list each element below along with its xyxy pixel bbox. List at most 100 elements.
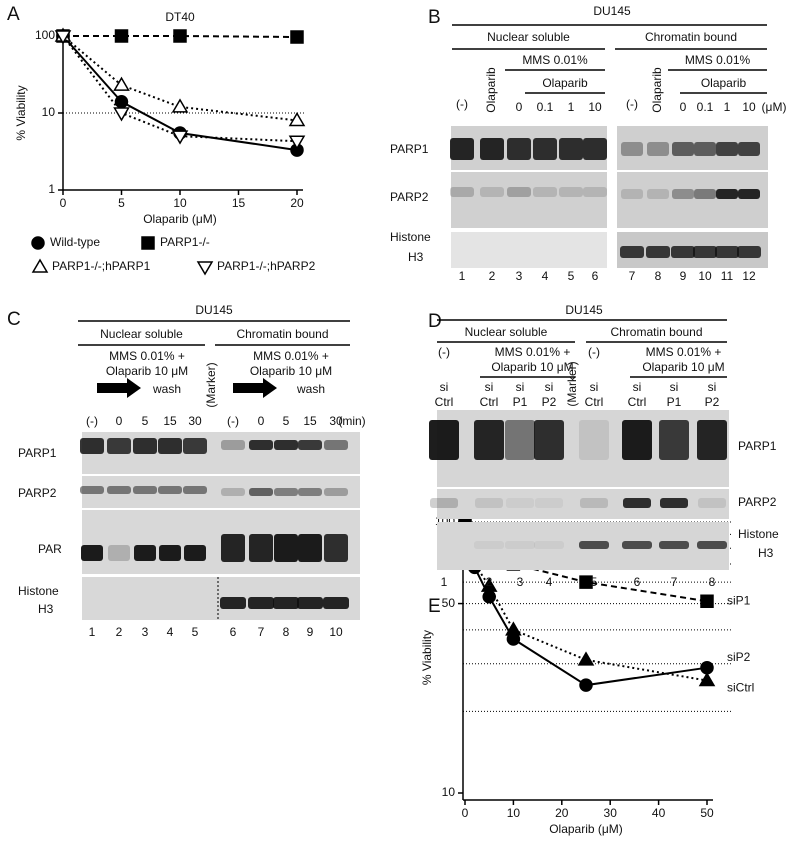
band xyxy=(533,138,557,160)
y-tick-label: 50 xyxy=(442,596,456,610)
lane-header: 1 xyxy=(568,100,575,114)
band xyxy=(694,189,716,199)
lane-header: Ctrl xyxy=(435,395,454,409)
lane-number: 8 xyxy=(709,575,716,589)
band xyxy=(81,545,103,561)
lane-number: 3 xyxy=(517,575,524,589)
panel-label: B xyxy=(428,7,441,28)
marker xyxy=(288,111,306,127)
legend-label: Wild-type xyxy=(50,235,100,249)
lane-header: 5 xyxy=(283,414,290,428)
band xyxy=(107,486,131,494)
treatment-label: Olaparib 10 μM xyxy=(250,364,332,378)
panel-label: C xyxy=(7,309,21,330)
y-tick-label: 1 xyxy=(48,182,55,196)
band xyxy=(672,142,694,156)
band xyxy=(715,246,739,258)
marker xyxy=(480,577,498,592)
lane-header: 0.1 xyxy=(537,100,554,114)
band xyxy=(507,138,531,160)
row-label: PARP2 xyxy=(18,486,57,500)
band xyxy=(659,420,689,460)
lane-header: (-) xyxy=(456,97,468,111)
row-label: PARP1 xyxy=(738,439,777,453)
band xyxy=(480,187,504,197)
lane-header: si xyxy=(440,380,449,394)
band xyxy=(297,597,323,609)
chart-title: DT40 xyxy=(165,10,195,24)
band xyxy=(534,541,564,549)
fraction-label: Nuclear soluble xyxy=(100,327,183,341)
lane-number: 9 xyxy=(307,625,314,639)
x-tick-label: 20 xyxy=(555,806,569,820)
band xyxy=(480,138,504,160)
marker-label: (Marker) xyxy=(565,361,579,406)
x-tick-label: 5 xyxy=(118,196,125,210)
lane-number: 12 xyxy=(742,269,756,283)
lane-number: 4 xyxy=(167,625,174,639)
series-label: siP1 xyxy=(727,593,751,607)
marker xyxy=(114,29,129,43)
fraction-label: Nuclear soluble xyxy=(487,30,570,44)
arrow xyxy=(233,378,277,398)
band xyxy=(298,488,322,496)
cell-line: DU145 xyxy=(593,4,631,18)
lane-header: (-) xyxy=(227,414,239,428)
treatment-label: MMS 0.01% xyxy=(685,53,751,67)
lane-header: (-) xyxy=(86,414,98,428)
lane-number: 11 xyxy=(721,269,734,283)
y-tick-label: 10 xyxy=(442,785,456,799)
band xyxy=(274,534,298,562)
row-label: H3 xyxy=(408,250,424,264)
lane-number: 7 xyxy=(629,269,636,283)
series-label: siCtrl xyxy=(727,681,754,695)
marker xyxy=(196,261,214,276)
fraction-label: Chromatin bound xyxy=(610,325,702,339)
lane-number: 2 xyxy=(489,269,496,283)
marker xyxy=(579,575,593,589)
lane-number: 4 xyxy=(542,269,549,283)
marker xyxy=(577,651,595,666)
lane-number: 10 xyxy=(698,269,712,283)
band xyxy=(298,534,322,562)
lane-header: 10 xyxy=(742,100,756,114)
lane-number: 1 xyxy=(89,625,96,639)
lane-number: 2 xyxy=(116,625,123,639)
marker xyxy=(171,98,189,113)
x-axis-label: Olaparib (μM) xyxy=(143,212,217,226)
marker xyxy=(482,589,496,604)
band xyxy=(183,438,207,454)
band xyxy=(430,498,458,508)
marker xyxy=(141,236,155,250)
band xyxy=(474,541,504,549)
band xyxy=(80,486,104,494)
fraction-label: Chromatin bound xyxy=(645,30,737,44)
row-label: PAR xyxy=(38,542,62,556)
row-label: Histone xyxy=(738,527,779,541)
marker xyxy=(31,236,45,250)
series-line xyxy=(62,35,298,152)
band xyxy=(221,488,245,496)
band xyxy=(274,440,298,450)
series-label: siP2 xyxy=(727,650,751,664)
lane-header: 0 xyxy=(680,100,687,114)
lane-header: si xyxy=(670,380,679,394)
band xyxy=(298,440,322,450)
step-label: wash xyxy=(296,382,325,396)
lane-number: 3 xyxy=(142,625,149,639)
band xyxy=(507,187,531,197)
lane-number: 1 xyxy=(459,269,466,283)
lane-header: Ctrl xyxy=(628,395,647,409)
legend-label: PARP1-/- xyxy=(160,235,210,249)
drug-label: Olaparib xyxy=(701,76,747,90)
band xyxy=(623,498,651,508)
legend-label: PARP1-/-;hPARP2 xyxy=(217,259,316,273)
band xyxy=(108,545,130,561)
unit-label: (μM) xyxy=(762,100,787,114)
marker xyxy=(288,135,306,150)
x-tick-label: 10 xyxy=(507,806,521,820)
treatment-label: Olaparib 10 μM xyxy=(491,360,573,374)
band xyxy=(80,438,104,454)
marker-label: (Marker) xyxy=(204,362,218,407)
